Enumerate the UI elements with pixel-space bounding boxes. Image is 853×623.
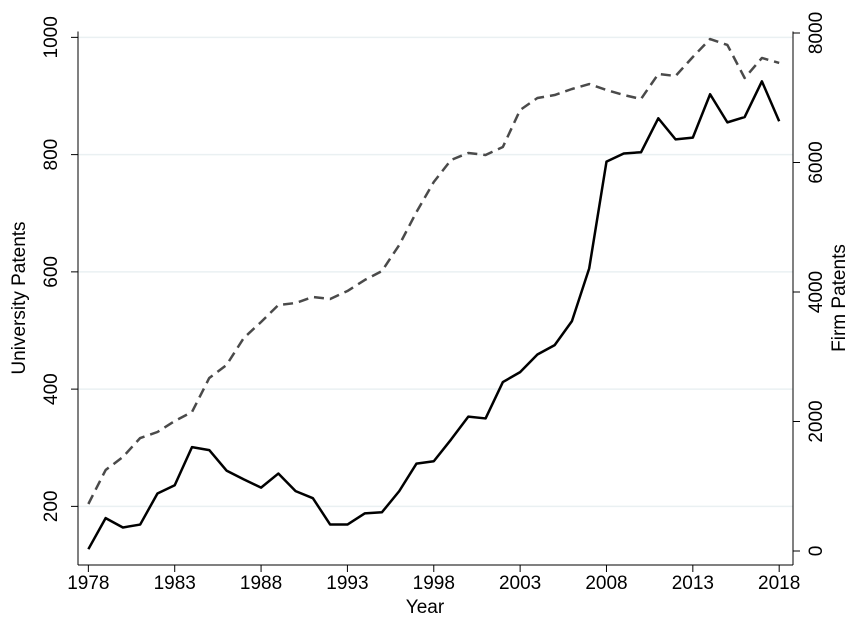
x-axis-label: Year bbox=[406, 597, 445, 618]
y2-axis-label: Firm Patents bbox=[829, 244, 850, 352]
series-line bbox=[87, 37, 780, 505]
y2-tick-label: 2000 bbox=[806, 400, 827, 442]
series-line bbox=[87, 80, 781, 550]
y-tick-label: 400 bbox=[41, 373, 62, 405]
y-tick-label: 600 bbox=[41, 256, 62, 288]
y-tick-label: 1000 bbox=[41, 16, 62, 58]
x-tick-label: 1983 bbox=[154, 573, 196, 594]
y2-tick-label: 6000 bbox=[806, 141, 827, 183]
x-tick-label: 2018 bbox=[758, 573, 800, 594]
x-tick-label: 2013 bbox=[672, 573, 714, 594]
x-tick-label: 1988 bbox=[240, 573, 282, 594]
x-tick-label: 1993 bbox=[326, 573, 368, 594]
y-axis-label: University Patents bbox=[9, 221, 30, 374]
y2-tick-label: 0 bbox=[806, 546, 827, 557]
x-tick-label: 2008 bbox=[585, 573, 627, 594]
x-tick-label: 1978 bbox=[67, 573, 109, 594]
y-tick-label: 200 bbox=[41, 491, 62, 523]
y2-tick-label: 4000 bbox=[806, 271, 827, 313]
x-tick-label: 1998 bbox=[413, 573, 455, 594]
y-tick-label: 800 bbox=[41, 139, 62, 171]
x-tick-label: 2003 bbox=[499, 573, 541, 594]
y2-tick-label: 8000 bbox=[806, 12, 827, 54]
